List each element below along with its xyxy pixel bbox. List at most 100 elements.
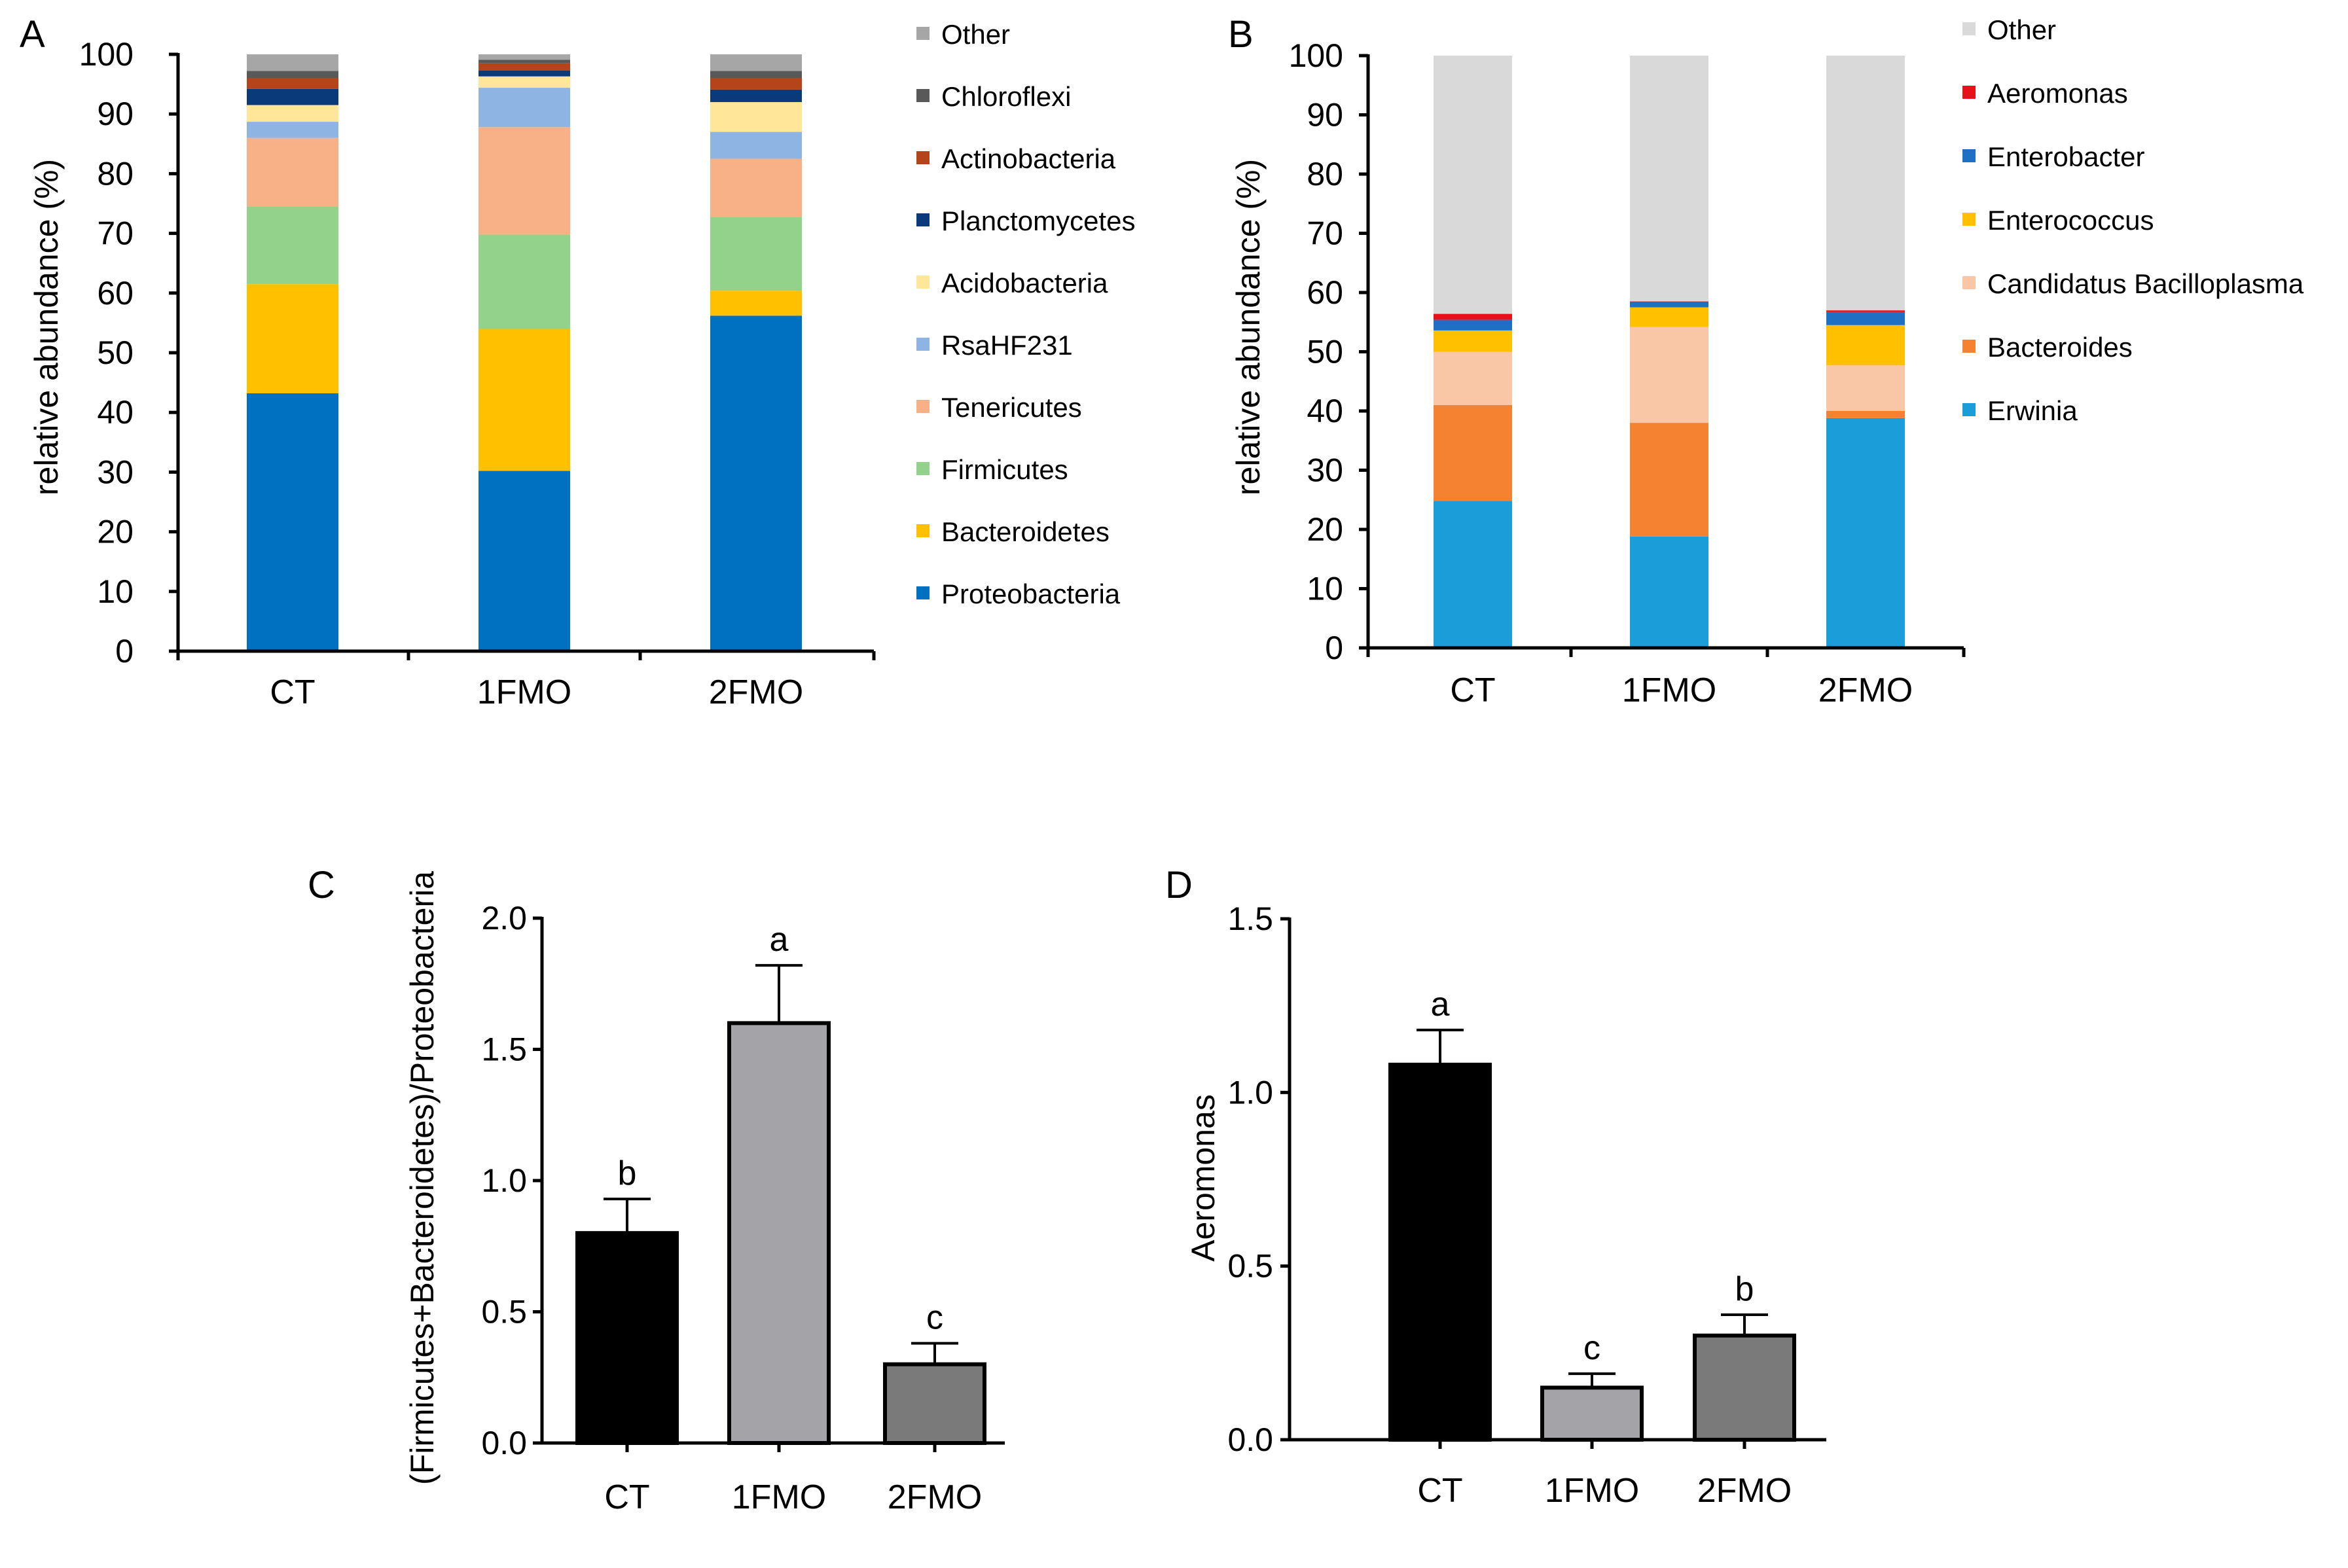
y-tick-label: 0.5 (1227, 1248, 1273, 1285)
y-tick-label: 0.5 (481, 1294, 527, 1330)
y-tick-label: 10 (1307, 571, 1343, 607)
bar-segment-bacteroides-1fmo (1630, 423, 1708, 537)
y-tick-label: 30 (97, 454, 134, 490)
legend: Other Aeromonas Enterobacter Enterococcus Ca… (1962, 14, 2304, 426)
y-tick-label: 80 (1307, 156, 1343, 192)
panel-letter: B (1228, 13, 1254, 56)
bar-segment-tenericutes-2fmo (710, 158, 802, 217)
significance-label-2fmo: b (1735, 1270, 1754, 1308)
bar-segment-chloroflexi-2fmo (710, 71, 802, 79)
bar-segment-other-ct (247, 54, 338, 71)
bar-ct (1388, 1062, 1492, 1442)
bar-segment-actinobacteria-ct (247, 78, 338, 89)
y-tick-label: 1.5 (1227, 900, 1273, 937)
bar-segment-bacteroidetes-ct (247, 284, 338, 394)
panel-c: Cb a c 0.0 0.5 1.0 1.5 2.0 CT 1FMO 2FMO (Firmicutes… (308, 864, 1005, 1516)
bar-segment-aeromonas-ct (1434, 313, 1512, 320)
significance-label-ct: b (618, 1154, 637, 1192)
bar-segment-enterococcus-2fmo (1826, 325, 1905, 366)
x-category-label-2fmo: 2FMO (888, 1478, 982, 1516)
bar-segment-bacteroides-ct (1434, 404, 1512, 501)
legend-label-bacteroides: Bacteroides (1987, 332, 2133, 363)
y-tick-label: 0 (1325, 630, 1343, 666)
y-tick-label: 70 (97, 215, 134, 252)
bar-segment-proteobacteria-1fmo (479, 471, 570, 651)
bar-segment-other-2fmo (710, 54, 802, 71)
bar-segment-enterococcus-1fmo (1630, 307, 1708, 327)
legend-swatch-planctomycetes (916, 213, 930, 226)
legend-label-other: Other (1987, 14, 2056, 45)
bar-segment-enterobacter-1fmo (1630, 302, 1708, 308)
legend-swatch-firmicutes (916, 462, 930, 475)
bar-segment-aeromonas-2fmo (1826, 310, 1905, 312)
y-tick-label: 90 (97, 96, 134, 132)
y-tick-label: 80 (97, 155, 134, 192)
x-category-label-2fmo: 2FMO (1697, 1472, 1792, 1510)
legend-swatch-tenericutes (916, 400, 930, 413)
bar-segment-other-2fmo (1826, 56, 1905, 311)
y-tick-label: 40 (1307, 393, 1343, 429)
bar-segment-firmicutes-1fmo (479, 234, 570, 329)
legend-swatch-chloroflexi (916, 89, 930, 102)
legend-label-erwinia: Erwinia (1987, 395, 2078, 426)
bar-segment-rsahf231-1fmo (479, 88, 570, 128)
bar-ct (575, 1231, 679, 1445)
bar-segment-planctomycetes-ct (247, 88, 338, 105)
bar-segment-acidobacteria-ct (247, 105, 338, 122)
y-tick-label: 50 (97, 334, 134, 371)
y-tick-label: 100 (79, 36, 134, 73)
panel-letter: C (308, 864, 335, 906)
bar-segment-tenericutes-ct (247, 137, 338, 207)
bar-segment-firmicutes-2fmo (710, 217, 802, 291)
x-category-label-1fmo: 1FMO (477, 673, 571, 711)
legend-swatch-enterobacter (1962, 149, 1976, 162)
y-tick-label: 40 (97, 394, 134, 431)
y-tick-label: 50 (1307, 334, 1343, 370)
panel-a: A 0 10 20 30 40 50 60 70 80 90 100 CT 1FMO 2FMO relativ… (20, 13, 1135, 711)
legend-swatch-aeromonas (1962, 86, 1976, 99)
x-category-label-ct: CT (1450, 671, 1495, 709)
y-tick-label: 60 (97, 275, 134, 312)
legend-swatch-bacteroides (1962, 340, 1976, 353)
legend-label-acidobacteria: Acidobacteria (941, 268, 1108, 298)
legend-swatch-erwinia (1962, 403, 1976, 416)
y-tick-label: 30 (1307, 452, 1343, 489)
y-tick-label: 2.0 (481, 900, 527, 936)
legend-swatch-actinobacteria (916, 151, 930, 164)
bar-segment-firmicutes-ct (247, 206, 338, 285)
bar-segment-bacteroides-2fmo (1826, 411, 1905, 418)
y-tick-label: 1.0 (481, 1162, 527, 1199)
legend-label-actinobacteria: Actinobacteria (941, 143, 1116, 174)
y-tick-label: 10 (97, 573, 134, 610)
bar-segment-bacteroidetes-1fmo (479, 329, 570, 471)
legend-label-enterococcus: Enterococcus (1987, 205, 2154, 236)
legend-label-rsahf231: RsaHF231 (941, 330, 1073, 361)
bar-segment-planctomycetes-2fmo (710, 89, 802, 102)
panel-letter: D (1165, 864, 1193, 906)
significance-label-1fmo: a (770, 921, 789, 959)
bar-segment-candidatus-bacilloplasma-1fmo (1630, 327, 1708, 423)
y-tick-label: 0 (115, 633, 134, 669)
x-category-label-ct: CT (1417, 1472, 1462, 1510)
legend-swatch-other (916, 27, 930, 40)
bar-segment-rsahf231-2fmo (710, 132, 802, 159)
y-axis-title: relative abundance (%) (28, 159, 65, 495)
bar-segment-proteobacteria-ct (247, 393, 338, 651)
bar-segment-other-1fmo (479, 54, 570, 60)
legend-swatch-proteobacteria (916, 586, 930, 599)
significance-label-ct: a (1431, 986, 1450, 1024)
legend-swatch-candidatus-bacilloplasma (1962, 276, 1976, 289)
legend-label-firmicutes: Firmicutes (941, 454, 1068, 485)
legend-label-candidatus-bacilloplasma: Candidatus Bacilloplasma (1987, 268, 2304, 299)
y-tick-label: 70 (1307, 215, 1343, 252)
bar-segment-rsahf231-ct (247, 122, 338, 138)
bar-1fmo (727, 1021, 831, 1445)
y-tick-label: 0.0 (1227, 1421, 1273, 1458)
bar-2fmo (1693, 1333, 1796, 1442)
y-tick-label: 90 (1307, 97, 1343, 134)
y-tick-label: 60 (1307, 274, 1343, 311)
bar-segment-proteobacteria-2fmo (710, 315, 802, 651)
legend-swatch-other (1962, 22, 1976, 35)
legend: Other Chloroflexi Actinobacteria Planctomyc… (916, 19, 1135, 609)
